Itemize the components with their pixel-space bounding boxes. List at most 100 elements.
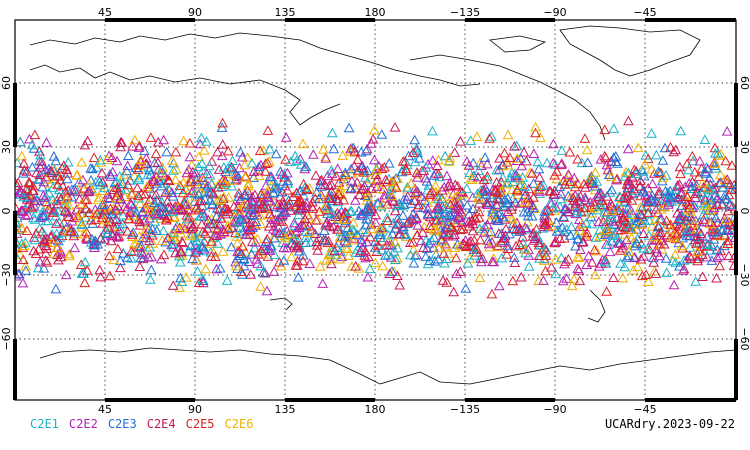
triangle-icon — [51, 218, 62, 228]
triangle-icon — [75, 259, 87, 269]
triangle-icon — [727, 201, 736, 211]
triangle-icon — [220, 175, 231, 186]
triangle-icon — [646, 128, 657, 138]
triangle-icon — [47, 193, 58, 204]
triangle-icon — [638, 228, 649, 238]
triangle-icon — [310, 214, 322, 225]
triangle-icon — [587, 173, 599, 183]
triangle-icon — [228, 200, 240, 211]
triangle-icon — [508, 252, 520, 262]
triangle-icon — [643, 196, 655, 206]
triangle-icon — [681, 227, 693, 238]
triangle-icon — [167, 190, 179, 201]
triangle-icon — [117, 247, 129, 258]
triangle-icon — [293, 222, 305, 232]
triangle-icon — [76, 268, 88, 278]
triangle-icon — [647, 178, 658, 189]
triangle-icon — [187, 253, 198, 264]
triangle-icon — [143, 251, 154, 262]
triangle-icon — [139, 214, 151, 225]
triangle-icon — [518, 206, 530, 217]
triangle-icon — [515, 271, 527, 282]
triangle-icon — [166, 155, 178, 165]
triangle-icon — [540, 244, 552, 255]
triangle-icon — [76, 156, 88, 167]
triangle-icon — [539, 206, 551, 216]
triangle-icon — [231, 252, 243, 263]
triangle-icon — [184, 137, 196, 148]
triangle-icon — [422, 203, 434, 214]
triangle-icon — [725, 184, 736, 195]
triangle-icon — [455, 224, 467, 235]
triangle-icon — [222, 206, 234, 216]
triangle-icon — [635, 253, 647, 264]
triangle-icon — [339, 230, 351, 241]
triangle-icon — [280, 132, 292, 142]
triangle-icon — [622, 143, 634, 154]
triangle-icon — [102, 227, 113, 237]
legend: C2E1 C2E2 C2E3 C2E4 C2E5 C2E6 — [30, 417, 253, 431]
triangle-icon — [178, 135, 189, 146]
triangle-icon — [144, 194, 156, 204]
triangle-icon — [313, 193, 325, 204]
triangle-icon — [706, 255, 718, 265]
triangle-icon — [469, 249, 480, 260]
triangle-icon — [18, 167, 29, 178]
triangle-icon — [197, 273, 208, 284]
triangle-icon — [499, 233, 511, 243]
triangle-icon — [278, 255, 290, 265]
triangle-icon — [429, 255, 441, 266]
triangle-icon — [533, 250, 545, 260]
triangle-icon — [349, 195, 361, 205]
triangle-icon — [411, 212, 422, 222]
triangle-icon — [707, 223, 718, 234]
triangle-icon — [675, 125, 687, 136]
triangle-icon — [411, 142, 423, 153]
triangle-icon — [118, 169, 130, 179]
triangle-icon — [268, 187, 279, 198]
triangle-icon — [337, 150, 349, 160]
triangle-icon — [189, 228, 201, 239]
triangle-icon — [698, 208, 709, 219]
triangle-icon — [637, 186, 649, 197]
triangle-icon — [449, 202, 460, 213]
triangle-icon — [660, 185, 671, 196]
triangle-icon — [20, 210, 31, 220]
triangle-icon — [497, 211, 508, 222]
triangle-icon — [642, 153, 654, 164]
triangle-icon — [24, 177, 36, 188]
triangle-icon — [465, 172, 477, 183]
triangle-icon — [601, 286, 612, 296]
triangle-icon — [148, 176, 160, 186]
triangle-icon — [70, 185, 81, 196]
triangle-icon — [659, 193, 671, 203]
triangle-icon — [398, 194, 410, 204]
triangle-icon — [63, 250, 75, 261]
triangle-icon — [326, 214, 338, 224]
triangle-icon — [241, 198, 253, 209]
triangle-icon — [217, 246, 229, 256]
triangle-icon — [190, 190, 201, 201]
triangle-icon — [99, 200, 110, 211]
triangle-icon — [233, 246, 245, 256]
triangle-icon — [121, 252, 133, 262]
triangle-icon — [628, 264, 639, 275]
triangle-icon — [319, 179, 331, 190]
triangle-icon — [266, 212, 277, 222]
triangle-icon — [52, 198, 64, 209]
triangle-icon — [28, 212, 39, 223]
triangle-icon — [659, 142, 671, 153]
triangle-icon — [362, 271, 374, 282]
triangle-icon — [416, 165, 428, 176]
triangle-icon — [358, 166, 370, 177]
triangle-icon — [149, 197, 160, 208]
triangle-icon — [582, 157, 594, 167]
triangle-icon — [18, 191, 29, 202]
triangle-icon — [207, 232, 219, 242]
triangle-icon — [684, 226, 695, 236]
triangle-icon — [613, 205, 625, 215]
triangle-icon — [15, 185, 26, 196]
triangle-icon — [243, 200, 255, 211]
triangle-icon — [312, 245, 324, 255]
triangle-icon — [701, 238, 713, 249]
